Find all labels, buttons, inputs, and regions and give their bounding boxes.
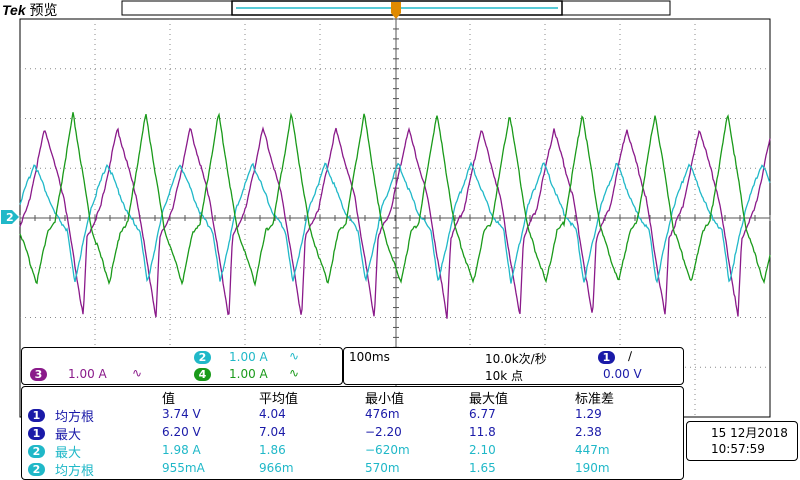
ch4-badge[interactable]: 4 — [194, 368, 211, 381]
ch3-badge[interactable]: 3 — [30, 368, 47, 381]
record-length: 10k 点 — [485, 369, 524, 383]
trigger-slope-icon[interactable]: ∕ — [628, 349, 633, 363]
row-measure-name: 均方根 — [55, 464, 95, 479]
row-channel-badge: 2 — [28, 463, 45, 476]
row-measure-name: 最大 — [55, 428, 82, 443]
row-min: 570m — [365, 461, 400, 475]
trigger-position-icon[interactable] — [391, 2, 401, 19]
datetime-panel: 15 12月2018 10:57:59 — [686, 421, 798, 461]
time-per-division[interactable]: 100ms — [349, 350, 390, 364]
ch3-coupling-icon: ∿ — [132, 366, 143, 380]
row-mean: 966m — [259, 461, 294, 475]
row-min: 476m — [365, 407, 400, 421]
row-std: 2.38 — [575, 425, 602, 439]
row-max: 6.77 — [469, 407, 496, 421]
header-mean: 平均值 — [259, 392, 299, 407]
row-channel-badge: 1 — [28, 409, 45, 422]
row-mean: 7.04 — [259, 425, 286, 439]
row-value: 1.98 A — [162, 443, 201, 457]
row-std: 190m — [575, 461, 610, 475]
record-view-bar[interactable] — [0, 0, 800, 24]
trigger-source-badge[interactable]: 1 — [598, 351, 615, 364]
ch4-coupling-icon: ∿ — [289, 366, 300, 380]
row-min: −620m — [365, 443, 410, 457]
header-value: 值 — [162, 392, 176, 407]
row-value: 955mA — [162, 461, 205, 475]
ch2-waveform — [19, 161, 771, 284]
row-std: 1.29 — [575, 407, 602, 421]
header-std: 标准差 — [575, 392, 615, 407]
ch2-badge[interactable]: 2 — [194, 351, 211, 364]
row-value: 3.74 V — [162, 407, 201, 421]
waveform-traces — [19, 112, 771, 319]
ch4-scale[interactable]: 1.00 A — [229, 367, 268, 381]
row-max: 11.8 — [469, 425, 496, 439]
brand-header: Tek 预览 — [2, 0, 58, 20]
measurements-panel[interactable]: 值 平均值 最小值 最大值 标准差 1 均方根 3.74 V 4.04 476m… — [21, 386, 684, 480]
row-mean: 1.86 — [259, 443, 286, 457]
ch2-ground-marker-icon[interactable]: 2 — [0, 208, 22, 228]
timebase-panel[interactable]: 100ms 10.0k次/秒 10k 点 1 ∕ 0.00 V — [343, 347, 684, 385]
header-min: 最小值 — [365, 392, 405, 407]
trigger-level[interactable]: 0.00 V — [603, 367, 642, 381]
row-channel-badge: 1 — [28, 427, 45, 440]
brand-logo: Tek — [2, 2, 26, 18]
time-display: 10:57:59 — [711, 442, 765, 456]
ch4-waveform — [19, 112, 771, 287]
row-max: 2.10 — [469, 443, 496, 457]
row-max: 1.65 — [469, 461, 496, 475]
row-min: −2.20 — [365, 425, 402, 439]
ch2-scale[interactable]: 1.00 A — [229, 350, 268, 364]
date-display: 15 12月2018 — [711, 426, 788, 440]
ground-marker-label: 2 — [6, 211, 14, 224]
row-value: 6.20 V — [162, 425, 201, 439]
header-max: 最大值 — [469, 392, 509, 407]
row-channel-badge: 2 — [28, 445, 45, 458]
ch3-waveform — [19, 126, 771, 319]
ch3-scale[interactable]: 1.00 A — [68, 367, 107, 381]
sample-rate: 10.0k次/秒 — [485, 352, 547, 366]
acquisition-mode: 预览 — [29, 2, 58, 18]
row-measure-name: 均方根 — [55, 410, 95, 425]
row-std: 447m — [575, 443, 610, 457]
channel-scale-panel[interactable]: 2 1.00 A ∿ 3 1.00 A ∿ 4 1.00 A ∿ — [21, 347, 343, 385]
row-measure-name: 最大 — [55, 446, 82, 461]
ch2-coupling-icon: ∿ — [289, 349, 300, 363]
row-mean: 4.04 — [259, 407, 286, 421]
